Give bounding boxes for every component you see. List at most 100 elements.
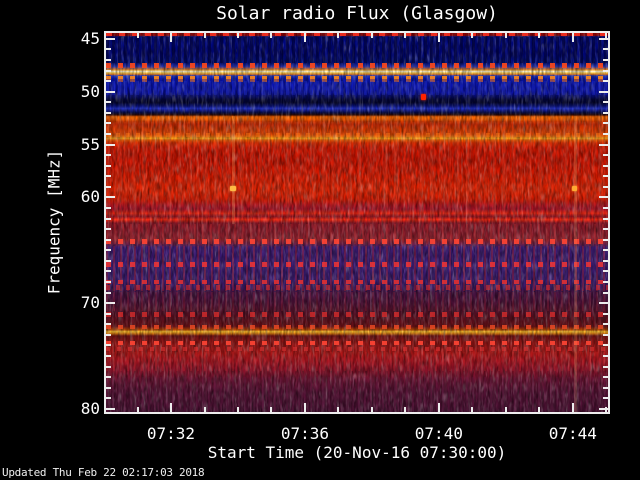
tick-mark: [106, 281, 111, 283]
tick-mark: [471, 407, 474, 412]
rfi-dash-row: [106, 347, 608, 351]
tick-mark: [106, 323, 111, 326]
tick-mark: [106, 48, 111, 51]
tick-mark: [337, 33, 340, 38]
tick-mark: [106, 196, 115, 199]
tick-mark: [437, 403, 440, 412]
tick-mark: [106, 185, 111, 188]
rfi-dash-row: [106, 80, 608, 96]
rfi-dash-row: [106, 239, 608, 245]
burst-event-line: [231, 116, 235, 224]
y-tick-label: 70: [80, 293, 100, 313]
spectrogram-plot: [104, 31, 610, 414]
tick-mark: [599, 37, 608, 40]
tick-mark: [538, 407, 541, 412]
tick-mark: [599, 196, 608, 199]
rfi-dash-row: [106, 377, 608, 411]
tick-mark: [106, 133, 111, 135]
x-tick-label: 07:32: [146, 424, 196, 443]
tick-mark: [599, 143, 608, 146]
tick-mark: [599, 90, 608, 93]
tick-mark: [504, 407, 507, 412]
tick-mark: [106, 302, 115, 305]
tick-mark: [337, 407, 340, 412]
rfi-dash-row: [106, 76, 608, 79]
tick-mark: [603, 270, 608, 273]
tick-mark: [106, 59, 111, 61]
tick-mark: [170, 33, 172, 42]
tick-mark: [106, 69, 111, 72]
tick-mark: [603, 80, 608, 83]
tick-mark: [106, 355, 111, 357]
tick-mark: [106, 101, 111, 104]
tick-mark: [603, 164, 608, 167]
tick-mark: [603, 259, 608, 262]
tick-mark: [603, 154, 608, 157]
burst-event-line: [574, 116, 578, 412]
rfi-dash-rows: [106, 32, 608, 412]
tick-mark: [603, 185, 608, 188]
tick-mark: [106, 312, 111, 315]
tick-mark: [106, 333, 111, 336]
rfi-dash-row: [106, 285, 608, 290]
tick-mark: [603, 323, 608, 326]
tick-mark: [236, 407, 239, 412]
rfi-dash-row: [106, 32, 608, 36]
tick-mark: [106, 37, 115, 40]
burst-spot: [420, 94, 426, 100]
tick-mark: [603, 333, 608, 336]
y-tick-label: 55: [80, 134, 100, 154]
tick-mark: [106, 407, 115, 410]
tick-mark: [603, 175, 608, 178]
rfi-dash-row: [106, 279, 608, 285]
tick-mark: [471, 33, 474, 38]
tick-mark: [538, 33, 541, 38]
tick-mark: [603, 397, 608, 400]
tick-mark: [106, 397, 111, 400]
tick-mark: [106, 90, 115, 93]
rfi-dash-row: [106, 261, 608, 267]
tick-mark: [605, 33, 608, 38]
tick-mark: [571, 33, 574, 42]
tick-mark: [603, 355, 608, 357]
tick-mark: [603, 312, 608, 315]
tick-mark: [136, 33, 139, 38]
burst-events: [106, 33, 608, 412]
x-tick-label: 07:44: [548, 424, 597, 443]
x-tick-label: 07:36: [280, 424, 330, 443]
tick-mark: [603, 281, 608, 283]
tick-mark: [270, 407, 273, 412]
burst-spot: [572, 186, 578, 192]
burst-spot: [230, 186, 236, 192]
tick-mark: [106, 291, 111, 294]
rfi-dash-row: [106, 133, 608, 138]
update-timestamp: Updated Thu Feb 22 02:17:03 2018: [2, 466, 205, 479]
rfi-dash-row: [106, 223, 608, 244]
tick-mark: [603, 48, 608, 51]
rfi-dash-row: [106, 312, 608, 318]
x-axis-title: Start Time (20-Nov-16 07:30:00): [207, 443, 507, 462]
rfi-dash-row: [106, 351, 608, 371]
tick-mark: [603, 59, 608, 61]
tick-mark: [203, 407, 206, 412]
tick-mark: [106, 249, 111, 252]
tick-mark: [170, 403, 172, 412]
tick-mark: [106, 376, 111, 379]
y-tick-label: 45: [80, 28, 100, 48]
tick-mark: [303, 403, 306, 412]
tick-mark: [603, 238, 608, 241]
y-tick-label: 80: [80, 398, 100, 418]
tick-mark: [106, 164, 111, 167]
tick-mark: [106, 207, 111, 209]
tick-mark: [603, 69, 608, 72]
tick-mark: [603, 386, 608, 389]
tick-mark: [603, 344, 608, 347]
rfi-dash-row: [106, 340, 608, 346]
tick-mark: [404, 33, 407, 38]
tick-mark: [106, 122, 111, 125]
tick-mark: [603, 217, 608, 220]
tick-mark: [236, 33, 239, 38]
tick-mark: [136, 407, 139, 412]
axis-ticks: [106, 33, 608, 412]
